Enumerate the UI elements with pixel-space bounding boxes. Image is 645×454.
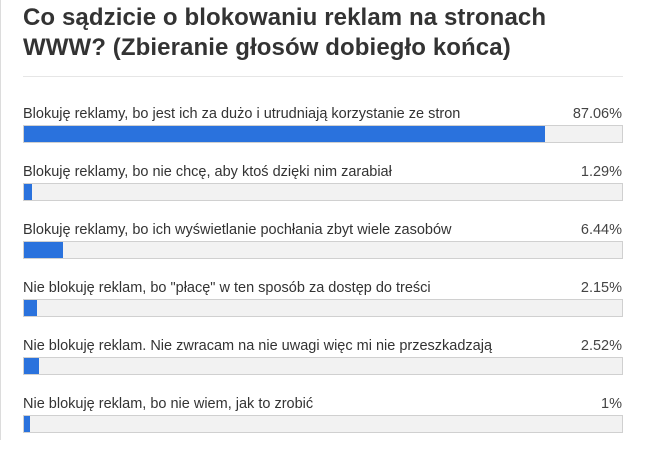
poll-option: Blokuję reklamy, bo jest ich za dużo i u… [23, 106, 623, 164]
poll-option-percent: 2.15% [580, 280, 622, 296]
poll-result-bar-fill [24, 126, 545, 142]
poll-option-label: Nie blokuję reklam. Nie zwracam na nie u… [23, 338, 493, 354]
poll-option-percent: 6.44% [580, 222, 622, 238]
poll-option-label: Nie blokuję reklam, bo "płacę" w ten spo… [23, 280, 431, 296]
title-divider [23, 76, 623, 77]
poll-option-label: Nie blokuję reklam, bo nie wiem, jak to … [23, 396, 314, 412]
poll-result-bar-fill [24, 300, 37, 316]
poll-result-bar [23, 241, 623, 259]
poll-result-bar [23, 357, 623, 375]
poll-result-bar-fill [24, 416, 30, 432]
poll-panel: Co sądzicie o blokowaniu reklam na stron… [0, 0, 623, 440]
poll-result-bar [23, 415, 623, 433]
poll-result-bar-fill [24, 242, 63, 258]
poll-option: Nie blokuję reklam. Nie zwracam na nie u… [23, 338, 623, 396]
poll-result-bar [23, 183, 623, 201]
poll-option-percent: 2.52% [580, 338, 622, 354]
poll-option-percent: 87.06% [572, 106, 622, 122]
poll-results: Blokuję reklamy, bo jest ich za dużo i u… [23, 106, 623, 454]
poll-option: Nie blokuję reklam, bo "płacę" w ten spo… [23, 280, 623, 338]
poll-title: Co sądzicie o blokowaniu reklam na stron… [23, 4, 547, 61]
poll-option-label: Blokuję reklamy, bo jest ich za dużo i u… [23, 106, 461, 122]
poll-option-percent: 1% [601, 396, 622, 412]
poll-result-bar-fill [24, 358, 40, 374]
poll-option: Blokuję reklamy, bo nie chcę, aby ktoś d… [23, 164, 623, 222]
poll-option-percent: 1.29% [580, 164, 622, 180]
poll-option: Blokuję reklamy, bo ich wyświetlanie poc… [23, 222, 623, 280]
poll-result-bar [23, 125, 623, 143]
poll-option-label: Blokuję reklamy, bo nie chcę, aby ktoś d… [23, 164, 392, 180]
poll-option-label: Blokuję reklamy, bo ich wyświetlanie poc… [23, 222, 452, 238]
poll-result-bar-fill [24, 184, 32, 200]
poll-option: Nie blokuję reklam, bo nie wiem, jak to … [23, 396, 623, 454]
poll-result-bar [23, 299, 623, 317]
